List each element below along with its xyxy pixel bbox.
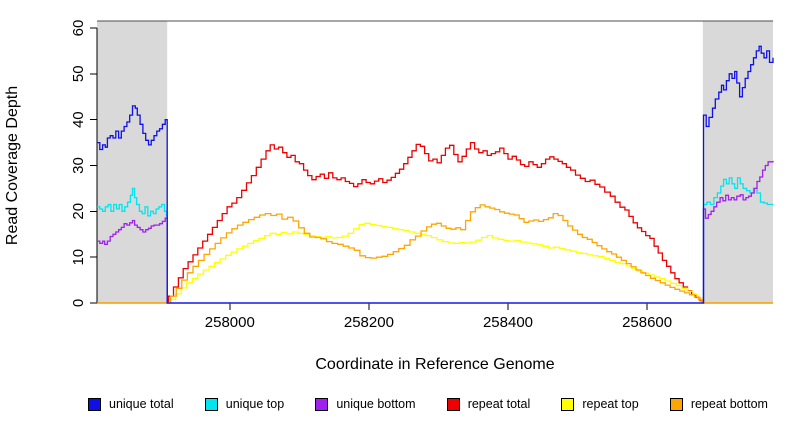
y-ticks: 0 10 20 30 40 50 60	[70, 20, 97, 307]
legend: unique total unique top unique bottom re…	[88, 397, 768, 411]
x-axis-title: Coordinate in Reference Genome	[315, 356, 554, 373]
legend-label: unique total	[109, 397, 174, 411]
y-tick-label: 50	[70, 65, 87, 82]
series-repeat-total	[97, 141, 773, 304]
legend-swatch-unique-top	[204, 397, 218, 411]
y-tick-label: 30	[70, 157, 87, 174]
legend-label: repeat bottom	[690, 397, 768, 411]
legend-item-repeat-total: repeat total	[446, 397, 531, 411]
y-tick-label: 20	[70, 203, 87, 220]
legend-label: repeat total	[467, 397, 531, 411]
unique-region-band	[702, 21, 773, 303]
x-tick-label: 258400	[483, 314, 533, 331]
x-tick-label: 258600	[622, 314, 672, 331]
x-tick-label: 258000	[205, 314, 255, 331]
unique-region-band	[97, 21, 168, 303]
legend-swatch-repeat-bottom	[669, 397, 683, 411]
y-tick-label: 60	[70, 20, 87, 37]
legend-label: unique top	[225, 397, 285, 411]
legend-item-repeat-top: repeat top	[561, 397, 639, 411]
y-tick-label: 0	[70, 299, 87, 307]
unique-region-bands	[97, 21, 773, 303]
legend-swatch-unique-total	[88, 397, 101, 411]
series-unique-top	[97, 177, 773, 304]
series-lines	[97, 45, 774, 304]
legend-item-unique-top: unique top	[204, 397, 285, 411]
x-ticks: 258000 258200 258400 258600	[205, 303, 672, 331]
y-axis-title: Read Coverage Depth	[4, 86, 21, 245]
legend-label: unique bottom	[336, 397, 416, 411]
series-repeat-top	[97, 222, 773, 304]
legend-label: repeat top	[582, 397, 639, 411]
series-unique-bottom	[97, 160, 774, 304]
y-tick-label: 40	[70, 111, 87, 128]
legend-swatch-repeat-total	[446, 397, 460, 411]
series-unique-total	[97, 45, 774, 304]
legend-item-unique-total: unique total	[88, 397, 174, 411]
x-tick-label: 258200	[344, 314, 394, 331]
legend-item-unique-bottom: unique bottom	[315, 397, 416, 411]
legend-swatch-repeat-top	[561, 397, 575, 411]
legend-item-repeat-bottom: repeat bottom	[669, 397, 768, 411]
legend-swatch-unique-bottom	[315, 397, 329, 411]
series-repeat-bottom	[97, 204, 773, 304]
y-tick-label: 10	[70, 249, 87, 266]
